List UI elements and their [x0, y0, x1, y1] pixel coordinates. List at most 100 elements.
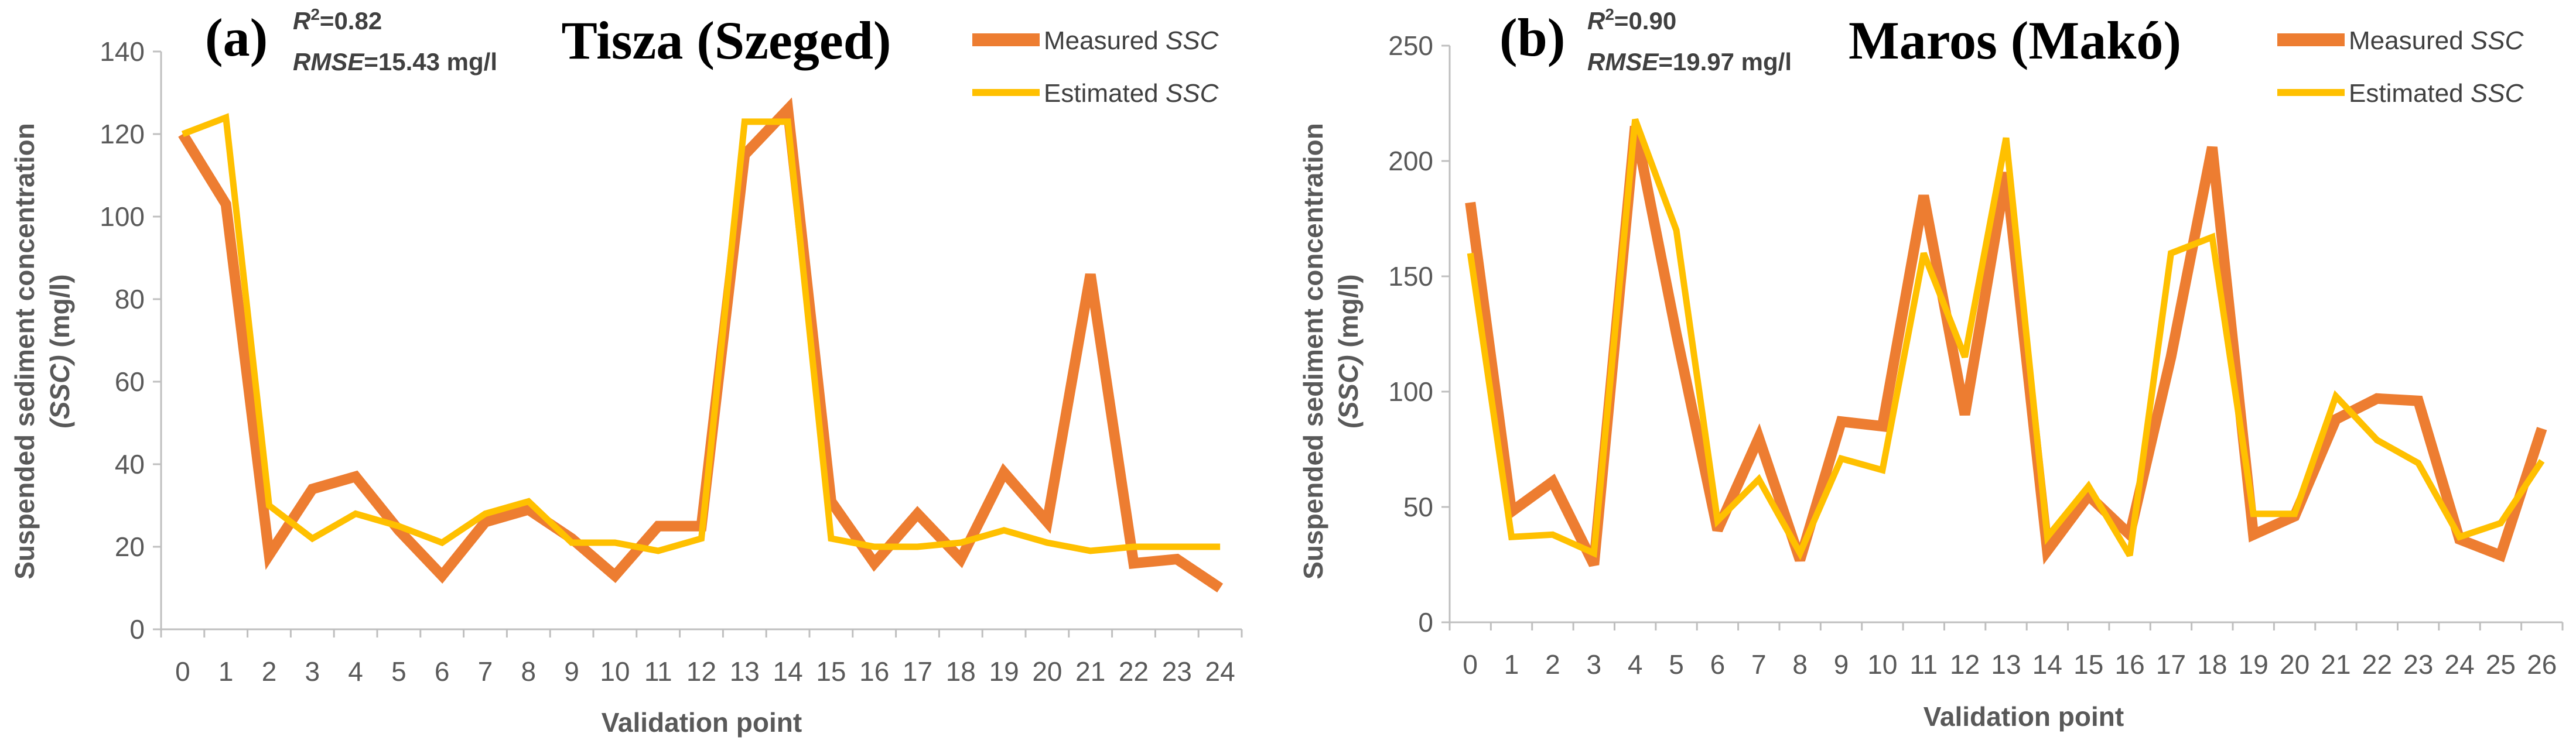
maros-y-tick-label: 200: [1388, 146, 1433, 176]
maros-r2-value: =0.90: [1614, 7, 1676, 35]
tisza-x-tick-label: 22: [1119, 656, 1149, 687]
tisza-x-tick-label: 10: [600, 656, 630, 687]
tisza-x-tick-label: 14: [773, 656, 803, 687]
tisza-x-tick-label: 5: [391, 656, 406, 687]
tisza-panel-label: (a): [205, 8, 268, 67]
maros-legend: Measured SSC Estimated SSC: [2277, 26, 2524, 108]
tisza-x-tick-label: 21: [1075, 656, 1105, 687]
maros-y-tick-label: 0: [1418, 607, 1433, 638]
maros-x-tick-label: 15: [2073, 649, 2103, 680]
tisza-y-tick-label: 60: [115, 366, 145, 397]
maros-x-tick-label: 2: [1545, 649, 1560, 680]
maros-y-tick-label: 100: [1388, 376, 1433, 407]
tisza-x-tick-label: 15: [816, 656, 846, 687]
tisza-x-tick-label: 8: [521, 656, 537, 687]
tisza-x-tick-label: 16: [859, 656, 889, 687]
tisza-x-tick-label: 13: [730, 656, 760, 687]
maros-x-tick-label: 10: [1867, 649, 1897, 680]
maros-y-axis-title-line1: Suspended sediment concentration: [1298, 123, 1328, 580]
tisza-x-tick-label: 4: [348, 656, 363, 687]
tisza-x-tick-label: 20: [1032, 656, 1062, 687]
tisza-r2-value: =0.82: [320, 7, 382, 35]
maros-x-tick-label: 25: [2486, 649, 2516, 680]
maros-series-estimated-line: [1467, 118, 2545, 561]
tisza-x-tick-label: 2: [262, 656, 277, 687]
tisza-x-tick-label: 18: [946, 656, 976, 687]
tisza-y-axis-title-line2: (SSC) (mg/l): [45, 274, 75, 428]
tisza-legend-label-measured: Measured SSC: [1044, 26, 1219, 55]
maros-y-tick-label: 250: [1388, 30, 1433, 61]
maros-panel-label: (b): [1499, 8, 1565, 67]
maros-x-tick-label: 26: [2527, 649, 2557, 680]
tisza-x-tick-label: 17: [903, 656, 932, 687]
tisza-rmse-label: RMSE: [293, 48, 365, 76]
tisza-x-tick-label: 9: [564, 656, 579, 687]
maros-x-tick-label: 18: [2197, 649, 2227, 680]
maros-r2: R2=0.90: [1587, 5, 1676, 35]
tisza-x-tick-label: 11: [644, 656, 672, 687]
maros-x-tick-label: 24: [2444, 649, 2474, 680]
maros-x-tick-label: 11: [1909, 649, 1938, 680]
tisza-rmse: RMSE=15.43 mg/l: [293, 48, 497, 76]
tisza-x-tick-label: 24: [1205, 656, 1235, 687]
maros-x-tick-label: 5: [1669, 649, 1684, 680]
maros-x-axis-title: Validation point: [1924, 701, 2124, 732]
tisza-r2: R2=0.82: [293, 5, 382, 35]
tisza-x-tick-label: 7: [478, 656, 493, 687]
maros-x-tick-label: 22: [2362, 649, 2392, 680]
tisza-x-tick-label: 3: [305, 656, 320, 687]
tisza-series-estimated-line: [181, 113, 1221, 554]
tisza-y-tick-label: 100: [100, 201, 145, 232]
maros-rmse-value: =19.97 mg/l: [1658, 48, 1792, 76]
maros-rmse: RMSE=19.97 mg/l: [1587, 48, 1792, 76]
tisza-y-tick-label: 120: [100, 119, 145, 149]
tisza-legend: Measured SSC Estimated SSC: [972, 26, 1219, 108]
tisza-x-tick-label: 19: [989, 656, 1019, 687]
tisza-y-tick-label: 0: [129, 614, 145, 645]
tisza-x-tick-label: 1: [218, 656, 234, 687]
maros-r2-label: R: [1587, 7, 1605, 35]
maros-x-tick-label: 17: [2156, 649, 2186, 680]
maros-x-tick-label: 1: [1504, 649, 1519, 680]
maros-x-tick-label: 19: [2239, 649, 2268, 680]
maros-x-tick-label: 9: [1834, 649, 1849, 680]
maros-x-tick-label: 12: [1950, 649, 1980, 680]
maros-chart-title: Maros (Makó): [1849, 11, 2181, 70]
maros-x-tick-label: 3: [1586, 649, 1601, 680]
tisza-x-tick-label: 23: [1162, 656, 1192, 687]
tisza-x-tick-label: 0: [175, 656, 190, 687]
maros-r2-sup: 2: [1605, 5, 1614, 23]
maros-series-layer: [1465, 118, 2547, 567]
maros-legend-label-estimated: Estimated SSC: [2349, 79, 2524, 108]
maros-rmse-label: RMSE: [1587, 48, 1659, 76]
tisza-x-axis-title: Validation point: [602, 707, 802, 738]
maros-y-tick-label: 50: [1403, 492, 1433, 522]
tisza-y-tick-label: 140: [100, 36, 145, 67]
maros-y-tick-label: 150: [1388, 261, 1433, 292]
tisza-chart-title: Tisza (Szeged): [561, 11, 891, 70]
tisza-y-tick-label: 20: [115, 532, 145, 562]
maros-x-tick-label: 21: [2321, 649, 2350, 680]
maros-x-tick-label: 8: [1792, 649, 1808, 680]
maros-x-tick-label: 14: [2032, 649, 2062, 680]
maros-x-tick-label: 16: [2115, 649, 2145, 680]
tisza-r2-label: R: [293, 7, 311, 35]
tisza-legend-label-estimated: Estimated SSC: [1044, 79, 1219, 108]
tisza-y-tick-label: 40: [115, 449, 145, 479]
maros-y-axis-title-line2: (SSC) (mg/l): [1333, 274, 1364, 428]
maros-x-tick-label: 23: [2403, 649, 2433, 680]
tisza-y-tick-label: 80: [115, 284, 145, 314]
maros-x-tick-label: 7: [1751, 649, 1767, 680]
tisza-x-tick-label: 6: [435, 656, 450, 687]
maros-x-tick-label: 0: [1463, 649, 1478, 680]
maros-legend-label-measured: Measured SSC: [2349, 26, 2524, 55]
maros-x-tick-label: 4: [1628, 649, 1643, 680]
tisza-x-tick-label: 12: [686, 656, 716, 687]
maros-x-tick-label: 13: [1991, 649, 2021, 680]
maros-x-tick-label: 20: [2280, 649, 2309, 680]
